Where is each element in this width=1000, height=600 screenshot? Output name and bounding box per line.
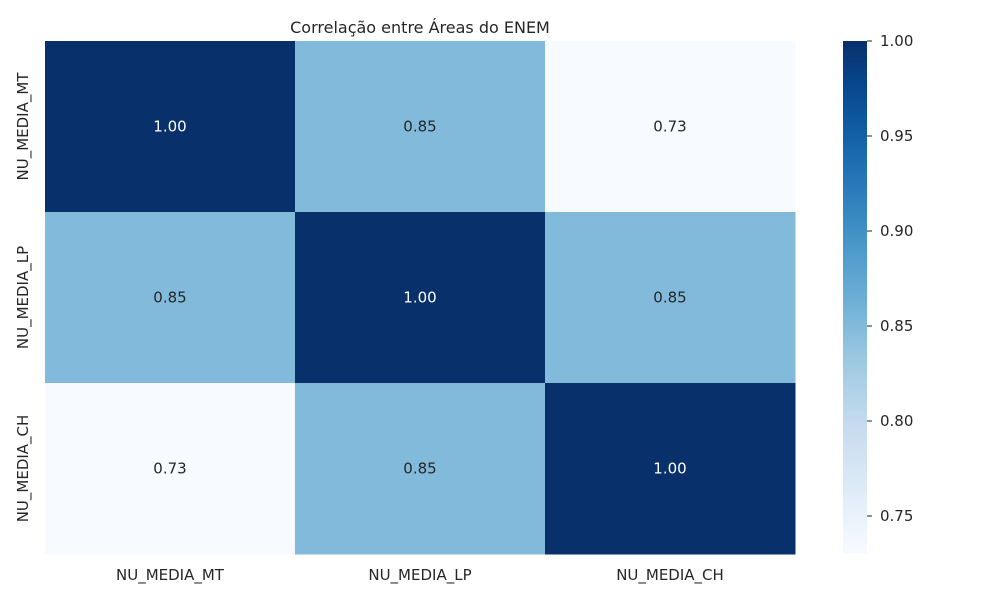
colorbar-tick-label-4: 0.95 bbox=[880, 127, 913, 145]
x-tick-label-1: NU_MEDIA_LP bbox=[368, 566, 471, 585]
cell-value-label-2-0: 0.73 bbox=[153, 460, 186, 478]
colorbar: 0.75 0.80 0.85 0.90 0.95 1.00 bbox=[843, 32, 913, 554]
cell-value-label-0-2: 0.73 bbox=[653, 118, 686, 136]
heatmap-cell-0-2 bbox=[545, 41, 796, 213]
heatmap-cell-1-0 bbox=[45, 212, 296, 384]
cell-value-label-2-1: 0.85 bbox=[403, 460, 436, 478]
x-tick-label-2: NU_MEDIA_CH bbox=[616, 566, 724, 585]
cell-value-label-2-2: 1.00 bbox=[653, 460, 686, 478]
cell-value-label-0-0: 1.00 bbox=[153, 118, 186, 136]
heatmap-cells bbox=[45, 41, 796, 555]
colorbar-tick-label-1: 0.80 bbox=[880, 412, 913, 430]
y-axis-tick-labels: NU_MEDIA_MT NU_MEDIA_LP NU_MEDIA_CH bbox=[14, 72, 33, 523]
cell-value-label-1-0: 0.85 bbox=[153, 289, 186, 307]
colorbar-tick-label-0: 0.75 bbox=[880, 507, 913, 525]
chart-title: Correlação entre Áreas do ENEM bbox=[290, 18, 550, 37]
y-tick-label-0: NU_MEDIA_MT bbox=[14, 72, 33, 181]
colorbar-gradient bbox=[843, 41, 867, 554]
heatmap-cell-1-1 bbox=[295, 212, 546, 384]
heatmap-cell-2-2 bbox=[545, 383, 796, 555]
colorbar-tick-label-2: 0.85 bbox=[880, 317, 913, 335]
cell-value-label-1-2: 0.85 bbox=[653, 289, 686, 307]
cell-value-label-1-1: 1.00 bbox=[403, 289, 436, 307]
cell-value-label-0-1: 0.85 bbox=[403, 118, 436, 136]
x-tick-label-0: NU_MEDIA_MT bbox=[116, 566, 225, 585]
heatmap-cell-2-0 bbox=[45, 383, 296, 555]
heatmap-cell-2-1 bbox=[295, 383, 546, 555]
x-axis-tick-labels: NU_MEDIA_MT NU_MEDIA_LP NU_MEDIA_CH bbox=[116, 566, 724, 585]
colorbar-tick-label-5: 1.00 bbox=[880, 32, 913, 50]
heatmap-cell-0-0 bbox=[45, 41, 296, 213]
heatmap-cell-0-1 bbox=[295, 41, 546, 213]
y-tick-label-2: NU_MEDIA_CH bbox=[14, 415, 33, 523]
colorbar-tick-label-3: 0.90 bbox=[880, 222, 913, 240]
y-tick-label-1: NU_MEDIA_LP bbox=[14, 246, 33, 349]
heatmap-cell-labels: 1.00 0.85 0.73 0.85 1.00 0.85 0.73 0.85 1.00 bbox=[153, 118, 686, 478]
heatmap-cell-1-2 bbox=[545, 212, 796, 384]
